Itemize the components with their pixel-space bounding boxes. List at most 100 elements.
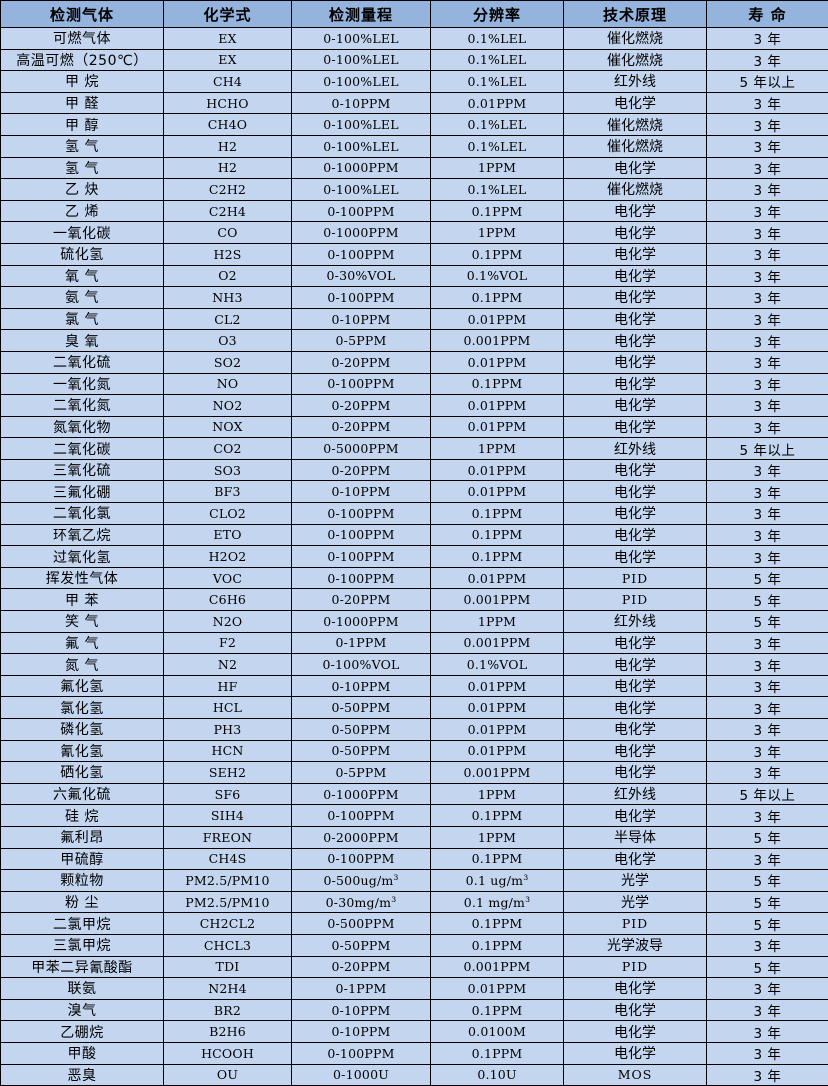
cell-principle: 电化学 (564, 848, 707, 870)
cell-range: 0-100PPM (292, 243, 431, 265)
cell-formula: VOC (164, 567, 292, 589)
cell-range: 0-100PPM (292, 567, 431, 589)
cell-gas: 六氟化硫 (1, 783, 164, 805)
cell-resolution: 0.1PPM (431, 999, 564, 1021)
cell-resolution: 0.001PPM (431, 956, 564, 978)
cell-resolution: 0.10U (431, 1064, 564, 1086)
cell-resolution: 0.1PPM (431, 805, 564, 827)
cell-principle: 电化学 (564, 481, 707, 503)
cell-formula: FREON (164, 826, 292, 848)
cell-range: 0-1PPM (292, 978, 431, 1000)
cell-range: 0-10PPM (292, 999, 431, 1021)
cell-principle: 电化学 (564, 395, 707, 417)
cell-resolution: 1PPM (431, 438, 564, 460)
cell-resolution: 0.01PPM (431, 675, 564, 697)
cell-range: 0-20PPM (292, 395, 431, 417)
cell-principle: 电化学 (564, 265, 707, 287)
column-header-gas: 检测气体 (1, 1, 164, 28)
cell-formula: PH3 (164, 719, 292, 741)
cell-formula: NOX (164, 416, 292, 438)
cell-resolution: 0.01PPM (431, 481, 564, 503)
cell-resolution: 1PPM (431, 826, 564, 848)
cell-life: 3 年 (707, 222, 828, 244)
cell-range: 0-100PPM (292, 1042, 431, 1064)
cell-resolution: 0.01PPM (431, 395, 564, 417)
cell-formula: H2S (164, 243, 292, 265)
cell-gas: 二氧化氯 (1, 503, 164, 525)
cell-life: 3 年 (707, 1064, 828, 1086)
cell-range: 0-5000PPM (292, 438, 431, 460)
cell-formula: N2H4 (164, 978, 292, 1000)
cell-gas: 二氯甲烷 (1, 913, 164, 935)
cell-life: 3 年 (707, 373, 828, 395)
cell-principle: 电化学 (564, 200, 707, 222)
cell-range: 0-100%LEL (292, 179, 431, 201)
cell-formula: HF (164, 675, 292, 697)
cell-gas: 臭 氧 (1, 330, 164, 352)
cell-principle: 电化学 (564, 546, 707, 568)
cell-formula: H2 (164, 157, 292, 179)
cell-formula: SEH2 (164, 762, 292, 784)
table-header-row: 检测气体 化学式 检测量程 分辨率 技术原理 寿 命 (1, 1, 828, 28)
cell-resolution: 0.1%VOL (431, 654, 564, 676)
column-header-resolution: 分辨率 (431, 1, 564, 28)
cell-gas: 过氧化氢 (1, 546, 164, 568)
cell-life: 3 年 (707, 934, 828, 956)
cell-gas: 可燃气体 (1, 28, 164, 50)
cell-resolution: 0.001PPM (431, 762, 564, 784)
cell-life: 5 年 (707, 826, 828, 848)
cell-gas: 氟利昂 (1, 826, 164, 848)
cell-resolution: 0.1PPM (431, 243, 564, 265)
cell-range: 0-100PPM (292, 287, 431, 309)
cell-range: 0-30mg/m3 (292, 891, 431, 913)
cell-principle: 电化学 (564, 697, 707, 719)
cell-range: 0-2000PPM (292, 826, 431, 848)
cell-resolution: 1PPM (431, 222, 564, 244)
cell-gas: 氮 气 (1, 654, 164, 676)
cell-life: 5 年 (707, 956, 828, 978)
cell-life: 3 年 (707, 503, 828, 525)
cell-life: 3 年 (707, 762, 828, 784)
cell-resolution: 0.1PPM (431, 373, 564, 395)
cell-resolution: 1PPM (431, 783, 564, 805)
cell-life: 3 年 (707, 114, 828, 136)
cell-gas: 二氧化氮 (1, 395, 164, 417)
cell-life: 3 年 (707, 157, 828, 179)
cell-life: 5 年以上 (707, 71, 828, 93)
cell-resolution: 0.1PPM (431, 503, 564, 525)
cell-gas: 甲 醛 (1, 92, 164, 114)
cell-formula: BF3 (164, 481, 292, 503)
cell-gas: 硅 烷 (1, 805, 164, 827)
cell-life: 3 年 (707, 675, 828, 697)
cell-life: 3 年 (707, 805, 828, 827)
cell-range: 0-100%LEL (292, 114, 431, 136)
cell-resolution: 0.01PPM (431, 719, 564, 741)
cell-range: 0-50PPM (292, 934, 431, 956)
cell-range: 0-10PPM (292, 675, 431, 697)
cell-formula: BR2 (164, 999, 292, 1021)
cell-life: 3 年 (707, 524, 828, 546)
cell-principle: 光学 (564, 870, 707, 892)
cell-life: 3 年 (707, 395, 828, 417)
cell-range: 0-1PPM (292, 632, 431, 654)
cell-gas: 氢 气 (1, 135, 164, 157)
cell-life: 5 年 (707, 870, 828, 892)
cell-gas: 氟 气 (1, 632, 164, 654)
cell-resolution: 0.01PPM (431, 740, 564, 762)
cell-gas: 甲 醇 (1, 114, 164, 136)
